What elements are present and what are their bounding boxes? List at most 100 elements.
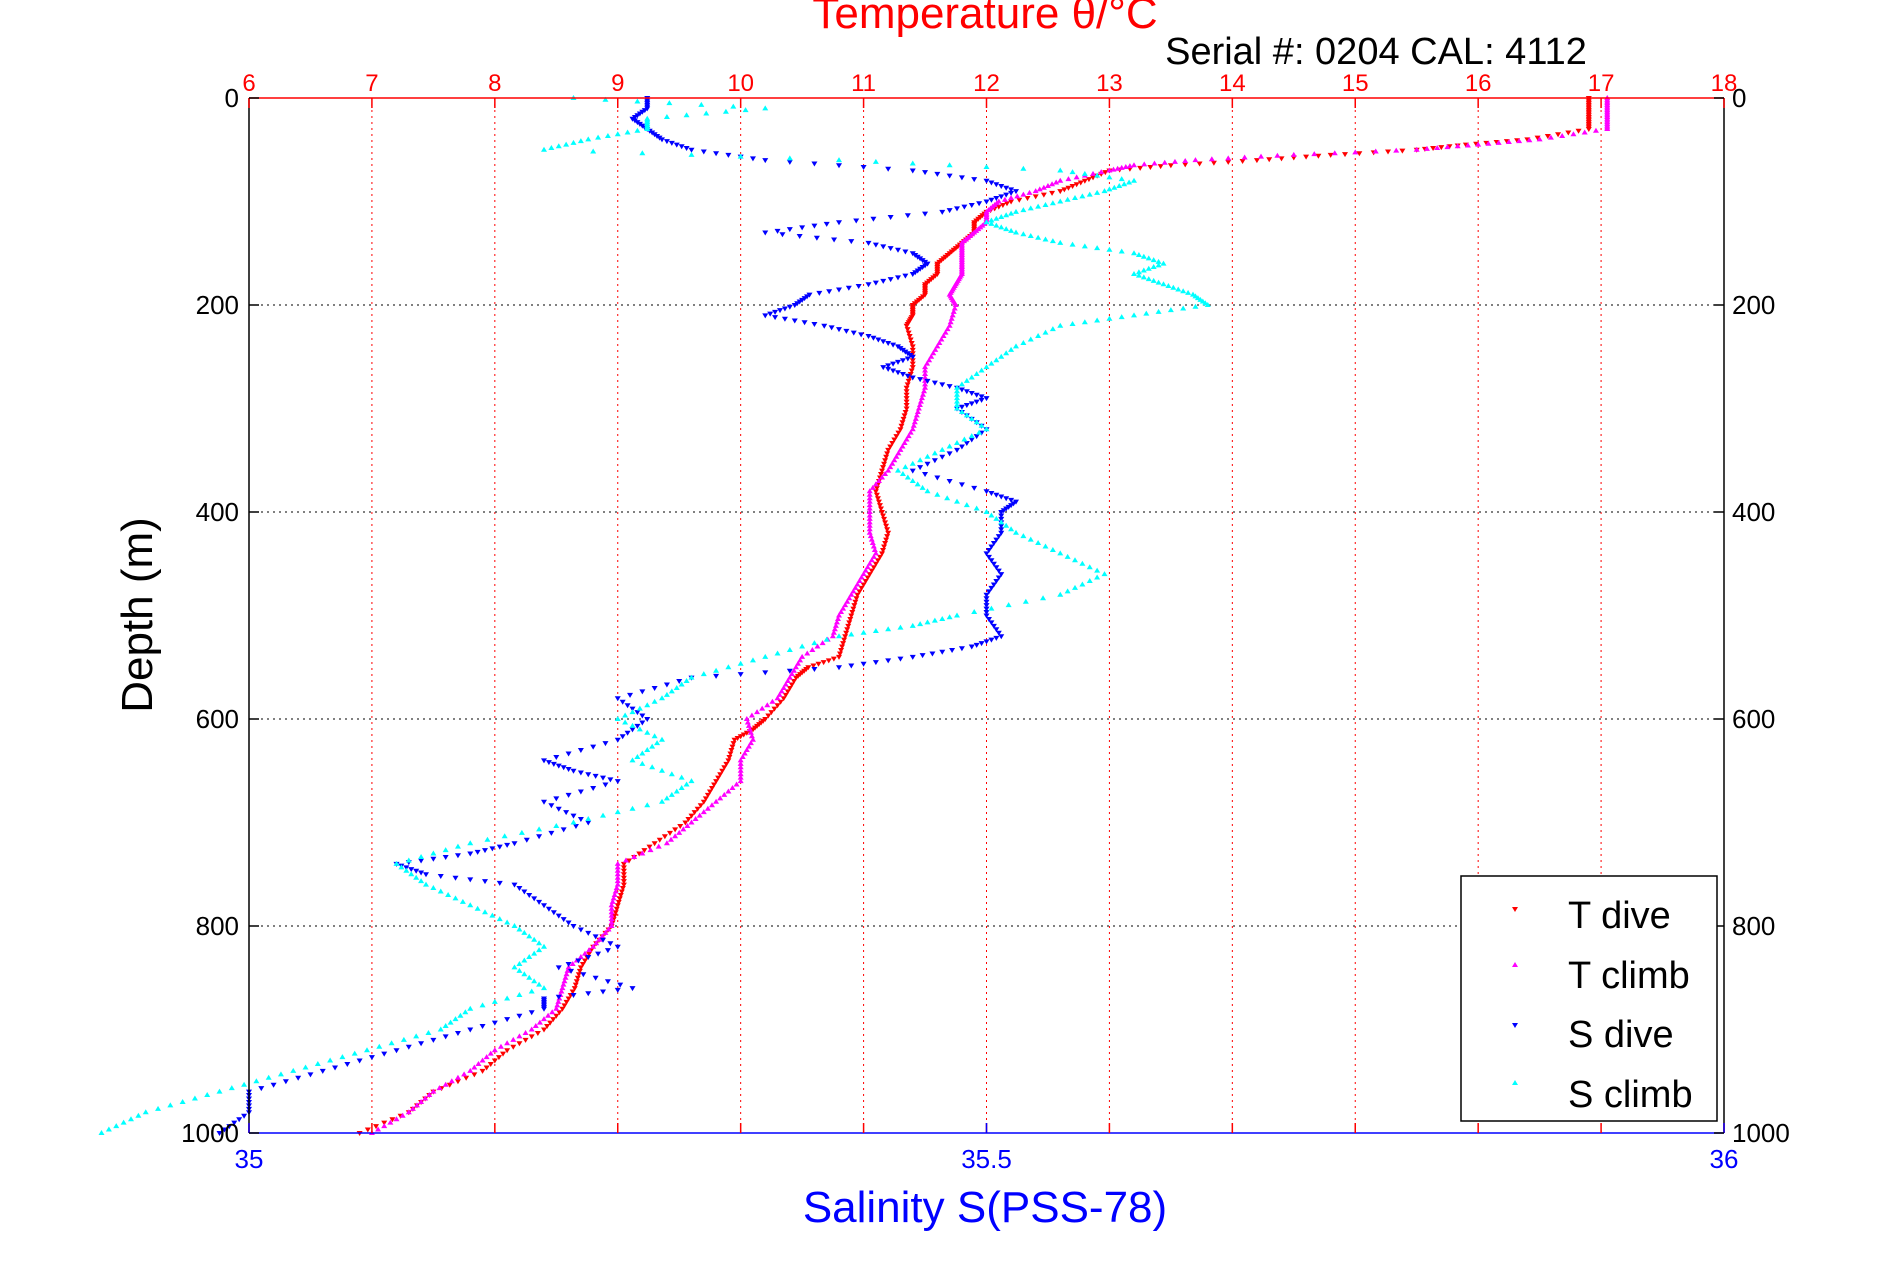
data-point-interp (258, 1086, 265, 1092)
data-point-interp (526, 892, 533, 898)
data-point-interp (1094, 245, 1101, 251)
data-point-interp (253, 1078, 260, 1084)
data-point-interp (1079, 560, 1086, 566)
data-point-interp (978, 367, 985, 373)
data-point (1101, 188, 1108, 194)
data-point-interp (1145, 255, 1152, 261)
data-point (571, 986, 578, 992)
data-point-interp (897, 624, 904, 630)
data-point-interp (973, 419, 980, 425)
data-point-interp (786, 227, 793, 233)
data-point-interp (744, 719, 751, 725)
data-point-interp (1547, 134, 1554, 140)
data-point (909, 344, 916, 350)
data-point-interp (1042, 329, 1049, 335)
data-point-interp (677, 823, 684, 829)
data-point-interp (971, 485, 978, 491)
data-point-interp (948, 315, 955, 321)
data-point-interp (983, 603, 990, 609)
data-point-interp (963, 403, 970, 409)
legend-box (1460, 875, 1718, 1122)
data-point-interp (554, 1002, 561, 1008)
data-point-interp (866, 491, 873, 497)
data-point (614, 903, 621, 909)
data-point-interp (1311, 151, 1318, 157)
data-point (1013, 208, 1019, 214)
data-point-interp (954, 206, 960, 212)
data-point-interp (581, 958, 588, 964)
data-point-interp (605, 926, 612, 932)
data-point-interp (924, 619, 931, 625)
data-point (872, 550, 879, 556)
data-point-interp (858, 585, 865, 591)
data-point-interp (608, 912, 615, 918)
data-point-interp (1069, 183, 1076, 189)
data-point-interp (1106, 174, 1113, 180)
data-point (659, 736, 665, 742)
data-point (885, 447, 892, 453)
data-point-interp (940, 333, 947, 339)
data-point-interp (917, 377, 924, 383)
data-point-interp (832, 622, 839, 628)
data-point-interp (890, 361, 897, 367)
data-point (1192, 157, 1199, 163)
data-point (467, 902, 474, 908)
data-point-interp (762, 670, 769, 676)
data-point-interp (555, 998, 562, 1004)
data-point-interp (631, 854, 638, 859)
data-point-interp (560, 981, 567, 987)
data-point-interp (555, 913, 562, 919)
data-point-interp (993, 492, 1000, 498)
data-point-interp (870, 335, 877, 341)
data-point-interp (872, 660, 879, 666)
data-point-interp (905, 378, 912, 384)
data-point-interp (504, 995, 511, 1001)
data-point-interp (745, 743, 752, 749)
data-point-interp (866, 515, 873, 521)
data-point-interp (656, 837, 663, 843)
data-point (786, 674, 793, 680)
data-point-interp (454, 1074, 461, 1080)
data-point-interp (1061, 187, 1068, 193)
data-point-interp (889, 460, 896, 466)
data-point-interp (737, 672, 744, 678)
data-point-interp (1020, 533, 1027, 539)
series-layer (98, 95, 1611, 1136)
data-point-interp (742, 107, 749, 113)
data-point-interp (784, 689, 791, 695)
data-point (1032, 188, 1039, 194)
data-point-interp (1140, 267, 1147, 273)
data-point-interp (813, 235, 820, 241)
data-point-interp (786, 685, 793, 691)
data-point-interp (931, 617, 938, 623)
data-point-interp (555, 763, 562, 769)
data-point-interp (617, 982, 624, 988)
data-point-interp (1208, 156, 1215, 162)
data-point (713, 779, 720, 785)
data-point (405, 1109, 412, 1115)
data-point-interp (905, 330, 912, 336)
x-axis-label-salinity: Salinity S(PSS-78) (803, 1183, 1167, 1232)
data-point-interp (786, 647, 793, 652)
data-point-interp (516, 960, 523, 966)
data-point-interp (550, 910, 557, 916)
data-point-interp (1065, 185, 1072, 191)
data-point-interp (442, 1034, 449, 1040)
data-point-interp (1495, 139, 1502, 145)
data-point-interp (1069, 241, 1076, 247)
data-point (1057, 198, 1064, 204)
tick-label-temperature: 11 (851, 70, 876, 97)
data-point (854, 592, 861, 598)
data-point-interp (903, 389, 910, 395)
data-point-interp (403, 867, 410, 873)
data-point-interp (881, 544, 888, 550)
data-point-interp (430, 850, 437, 856)
data-point-interp (565, 920, 572, 926)
data-point (924, 488, 931, 494)
data-point-interp (1081, 170, 1088, 176)
data-point-interp (622, 719, 629, 725)
data-point-interp (560, 765, 567, 771)
data-point-interp (1085, 177, 1092, 183)
data-point-interp (847, 616, 854, 622)
data-point (688, 674, 695, 680)
